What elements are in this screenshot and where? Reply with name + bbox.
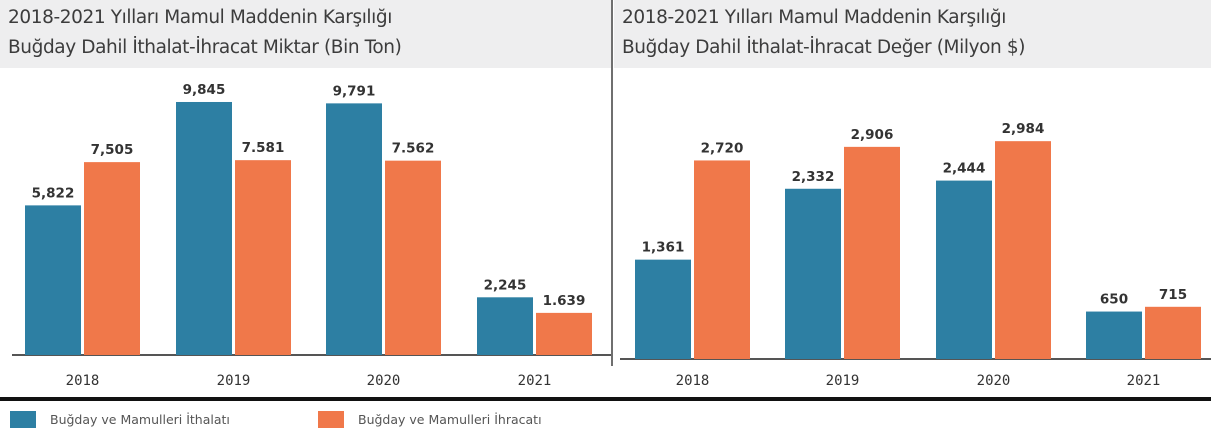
bar-import-2019 (785, 188, 841, 359)
data-label: 2,444 (943, 161, 986, 177)
bar-export-2020 (385, 160, 441, 355)
data-label: 2,332 (792, 169, 835, 185)
legend-item-export: Buğday ve Mamulleri İhracatı (318, 410, 542, 428)
bar-import-2018 (25, 205, 81, 355)
chart-header: 2018-2021 Yılları Mamul Maddenin Karşılı… (614, 0, 1211, 68)
chart-title-line-1: 2018-2021 Yılları Mamul Maddenin Karşılı… (8, 7, 392, 28)
chart-panel-value: 2018-2021 Yılları Mamul Maddenin Karşılı… (614, 0, 1211, 389)
bar-import-2021 (477, 297, 533, 355)
data-label: 1.639 (543, 293, 586, 309)
data-label: 650 (1100, 292, 1128, 308)
bar-import-2020 (936, 180, 992, 359)
data-label: 5,822 (32, 185, 75, 201)
bar-import-2018 (635, 259, 691, 359)
chart-header: 2018-2021 Yılları Mamul Maddenin Karşılı… (0, 0, 612, 68)
data-label: 7,505 (91, 142, 134, 158)
data-label: 715 (1159, 287, 1187, 303)
legend-divider (0, 397, 1211, 401)
panel-divider (611, 0, 613, 366)
data-label: 9,845 (183, 82, 226, 98)
data-label: 2,906 (851, 127, 894, 143)
bar-export-2018 (694, 160, 750, 359)
chart-title-line-2: Buğday Dahil İthalat-İhracat Miktar (Bin… (8, 37, 402, 58)
bar-export-2021 (1145, 306, 1201, 359)
bar-export-2019 (235, 160, 291, 355)
legend-swatch-import (10, 410, 36, 428)
legend: Buğday ve Mamulleri İthalatı Buğday ve M… (0, 404, 1211, 434)
bar-import-2019 (176, 101, 232, 356)
bar-export-2021 (536, 312, 592, 355)
chart-panel-quantity: 2018-2021 Yılları Mamul Maddenin Karşılı… (0, 0, 612, 389)
chart-title-line-2: Buğday Dahil İthalat-İhracat Değer (Mily… (622, 37, 1026, 58)
legend-swatch-export (318, 410, 344, 428)
bar-export-2019 (844, 146, 900, 359)
data-label: 1,361 (642, 240, 685, 256)
legend-item-import: Buğday ve Mamulleri İthalatı (10, 410, 230, 428)
legend-label-export: Buğday ve Mamulleri İhracatı (358, 411, 542, 427)
x-tick-label: 2018 (676, 373, 710, 389)
bar-import-2020 (326, 103, 382, 355)
data-label: 2,720 (701, 140, 744, 156)
bar-export-2020 (995, 141, 1051, 359)
data-label: 7.562 (392, 141, 435, 157)
chart-title-line-1: 2018-2021 Yılları Mamul Maddenin Karşılı… (622, 7, 1006, 28)
x-tick-label: 2020 (977, 373, 1011, 389)
x-tick-label: 2018 (66, 373, 100, 389)
quantity-bar-chart: 5,822 7,505 2018 9,845 7.581 2019 9,791 7.562 20… (12, 82, 612, 389)
x-tick-label: 2019 (217, 373, 251, 389)
bar-export-2018 (84, 162, 140, 355)
data-label: 9,791 (333, 83, 376, 99)
x-tick-label: 2021 (1127, 373, 1161, 389)
data-label: 2,245 (484, 277, 527, 293)
legend-label-import: Buğday ve Mamulleri İthalatı (50, 411, 230, 427)
data-label: 7.581 (242, 140, 285, 156)
data-label: 2,984 (1002, 121, 1045, 137)
x-tick-label: 2019 (826, 373, 860, 389)
value-bar-chart: 1,361 2,720 2018 2,332 2,906 2019 2,444 2,984 20… (620, 121, 1211, 389)
x-tick-label: 2021 (518, 373, 552, 389)
x-tick-label: 2020 (367, 373, 401, 389)
bar-import-2021 (1086, 311, 1142, 359)
